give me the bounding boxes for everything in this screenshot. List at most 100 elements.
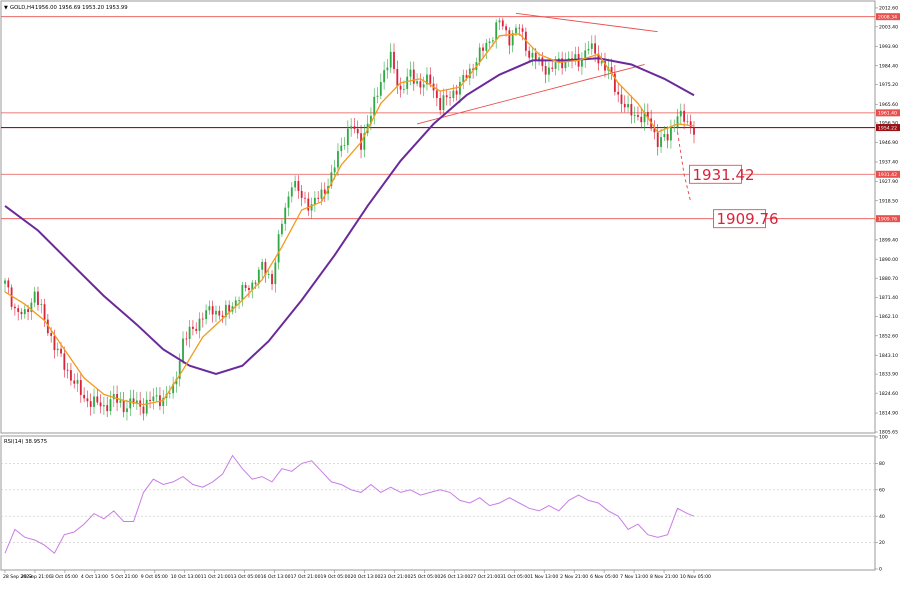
candle-body: [429, 74, 432, 84]
time-tick-label: 2 Nov 21:00: [560, 574, 588, 580]
candle-body: [468, 68, 471, 79]
level-tag-label: 1909.76: [878, 216, 897, 222]
candle-body: [205, 310, 208, 320]
trendline: [416, 64, 645, 125]
time-tick-label: 29 Sep 21:00: [21, 574, 52, 580]
time-tick-label: 7 Nov 13:00: [620, 574, 648, 580]
candle-body: [281, 223, 283, 235]
candle-body: [244, 285, 247, 288]
candle-body: [218, 310, 221, 316]
candle-body: [221, 315, 224, 318]
candle-body: [676, 116, 679, 128]
price-tick-label: 1993.90: [879, 44, 898, 50]
rsi-tick-label: 40: [879, 514, 885, 520]
candle-body: [452, 90, 455, 98]
candle-body: [406, 76, 409, 89]
price-tick-label: 1927.90: [879, 179, 898, 185]
price-callouts: 1931.42 1909.76: [689, 164, 779, 229]
candle-body: [521, 28, 524, 32]
candle-body: [633, 115, 636, 116]
rsi-panel-frame: [0, 435, 876, 571]
candle-body: [346, 128, 349, 146]
time-tick-label: 23 Oct 21:00: [380, 574, 410, 580]
candle-body: [43, 304, 46, 320]
candle-body: [89, 401, 92, 407]
candle-body: [541, 57, 544, 67]
candle-body: [185, 338, 188, 340]
candle-body: [581, 59, 583, 67]
candle-body: [498, 20, 501, 23]
candle-body: [83, 394, 86, 399]
candle-body: [350, 126, 353, 129]
candle-body: [264, 261, 267, 275]
time-tick-label: 6 Nov 05:00: [590, 574, 618, 580]
rsi-label: RSI(14) 38.9575: [4, 439, 47, 445]
chart-menu-arrow-icon[interactable]: ▼: [4, 5, 8, 11]
candle-body: [620, 94, 623, 104]
ohlc-label: 1956.00 1956.69 1953.20 1953.99: [35, 5, 128, 11]
candle-body: [482, 47, 484, 51]
price-tick-label: 1918.50: [879, 198, 898, 204]
level-tag-box: [876, 215, 900, 223]
candle-body: [135, 400, 138, 404]
candle-body: [86, 398, 89, 402]
price-callout-label: 1909.76: [717, 210, 779, 228]
candle-body: [402, 88, 405, 90]
trendline: [515, 12, 658, 33]
candle-body: [241, 285, 244, 301]
price-tick-label: 1899.40: [879, 237, 898, 243]
symbol-label: GOLD,H4: [10, 5, 35, 11]
rsi-axis: 100 80 60 40 20 0: [875, 435, 888, 573]
level-tag-box: [876, 124, 900, 132]
candle-body: [30, 302, 33, 313]
projection-path: [677, 132, 692, 202]
candle-body: [313, 197, 316, 205]
candle-body: [379, 82, 382, 96]
candle-body: [238, 300, 240, 301]
candle-body: [79, 380, 82, 395]
candle-body: [10, 287, 13, 307]
price-tick-label: 1833.90: [879, 372, 898, 378]
candle-body: [53, 335, 56, 351]
level-tag-label: 1931.42: [878, 172, 897, 178]
candle-body: [574, 54, 577, 60]
candle-body: [132, 398, 135, 404]
price-tick-label: 1843.10: [879, 353, 898, 359]
time-tick-label: 25 Oct 05:00: [410, 574, 440, 580]
candle-body: [17, 308, 20, 312]
candlesticks: [4, 17, 695, 421]
candle-body: [73, 380, 76, 384]
price-tick-label: 1984.40: [879, 63, 898, 69]
candle-body: [488, 41, 491, 43]
candle-body: [561, 58, 564, 69]
candle-body: [323, 189, 326, 194]
price-callout-box: [713, 209, 766, 229]
rsi-levels: [1, 463, 875, 543]
candle-body: [679, 110, 682, 117]
price-callout-box: [689, 164, 742, 184]
candle-body: [409, 69, 412, 77]
candle-body: [373, 96, 376, 116]
candle-body: [472, 68, 475, 71]
candle-body: [689, 121, 692, 128]
candle-body: [304, 197, 306, 199]
candle-body: [683, 110, 686, 122]
candle-body: [666, 134, 669, 141]
candle-body: [109, 399, 112, 412]
candle-body: [435, 90, 438, 98]
candle-body: [426, 74, 428, 85]
candle-body: [294, 181, 297, 188]
candle-body: [234, 300, 237, 307]
candle-body: [412, 69, 415, 84]
candle-body: [155, 395, 158, 397]
candle-body: [215, 310, 217, 315]
price-tick-label: 1814.90: [879, 411, 898, 417]
candle-body: [389, 51, 392, 68]
candle-body: [99, 402, 102, 407]
candle-body: [119, 400, 122, 403]
candle-body: [257, 269, 260, 284]
price-tick-label: 1880.70: [879, 276, 898, 282]
price-tick-label: 1824.60: [879, 391, 898, 397]
